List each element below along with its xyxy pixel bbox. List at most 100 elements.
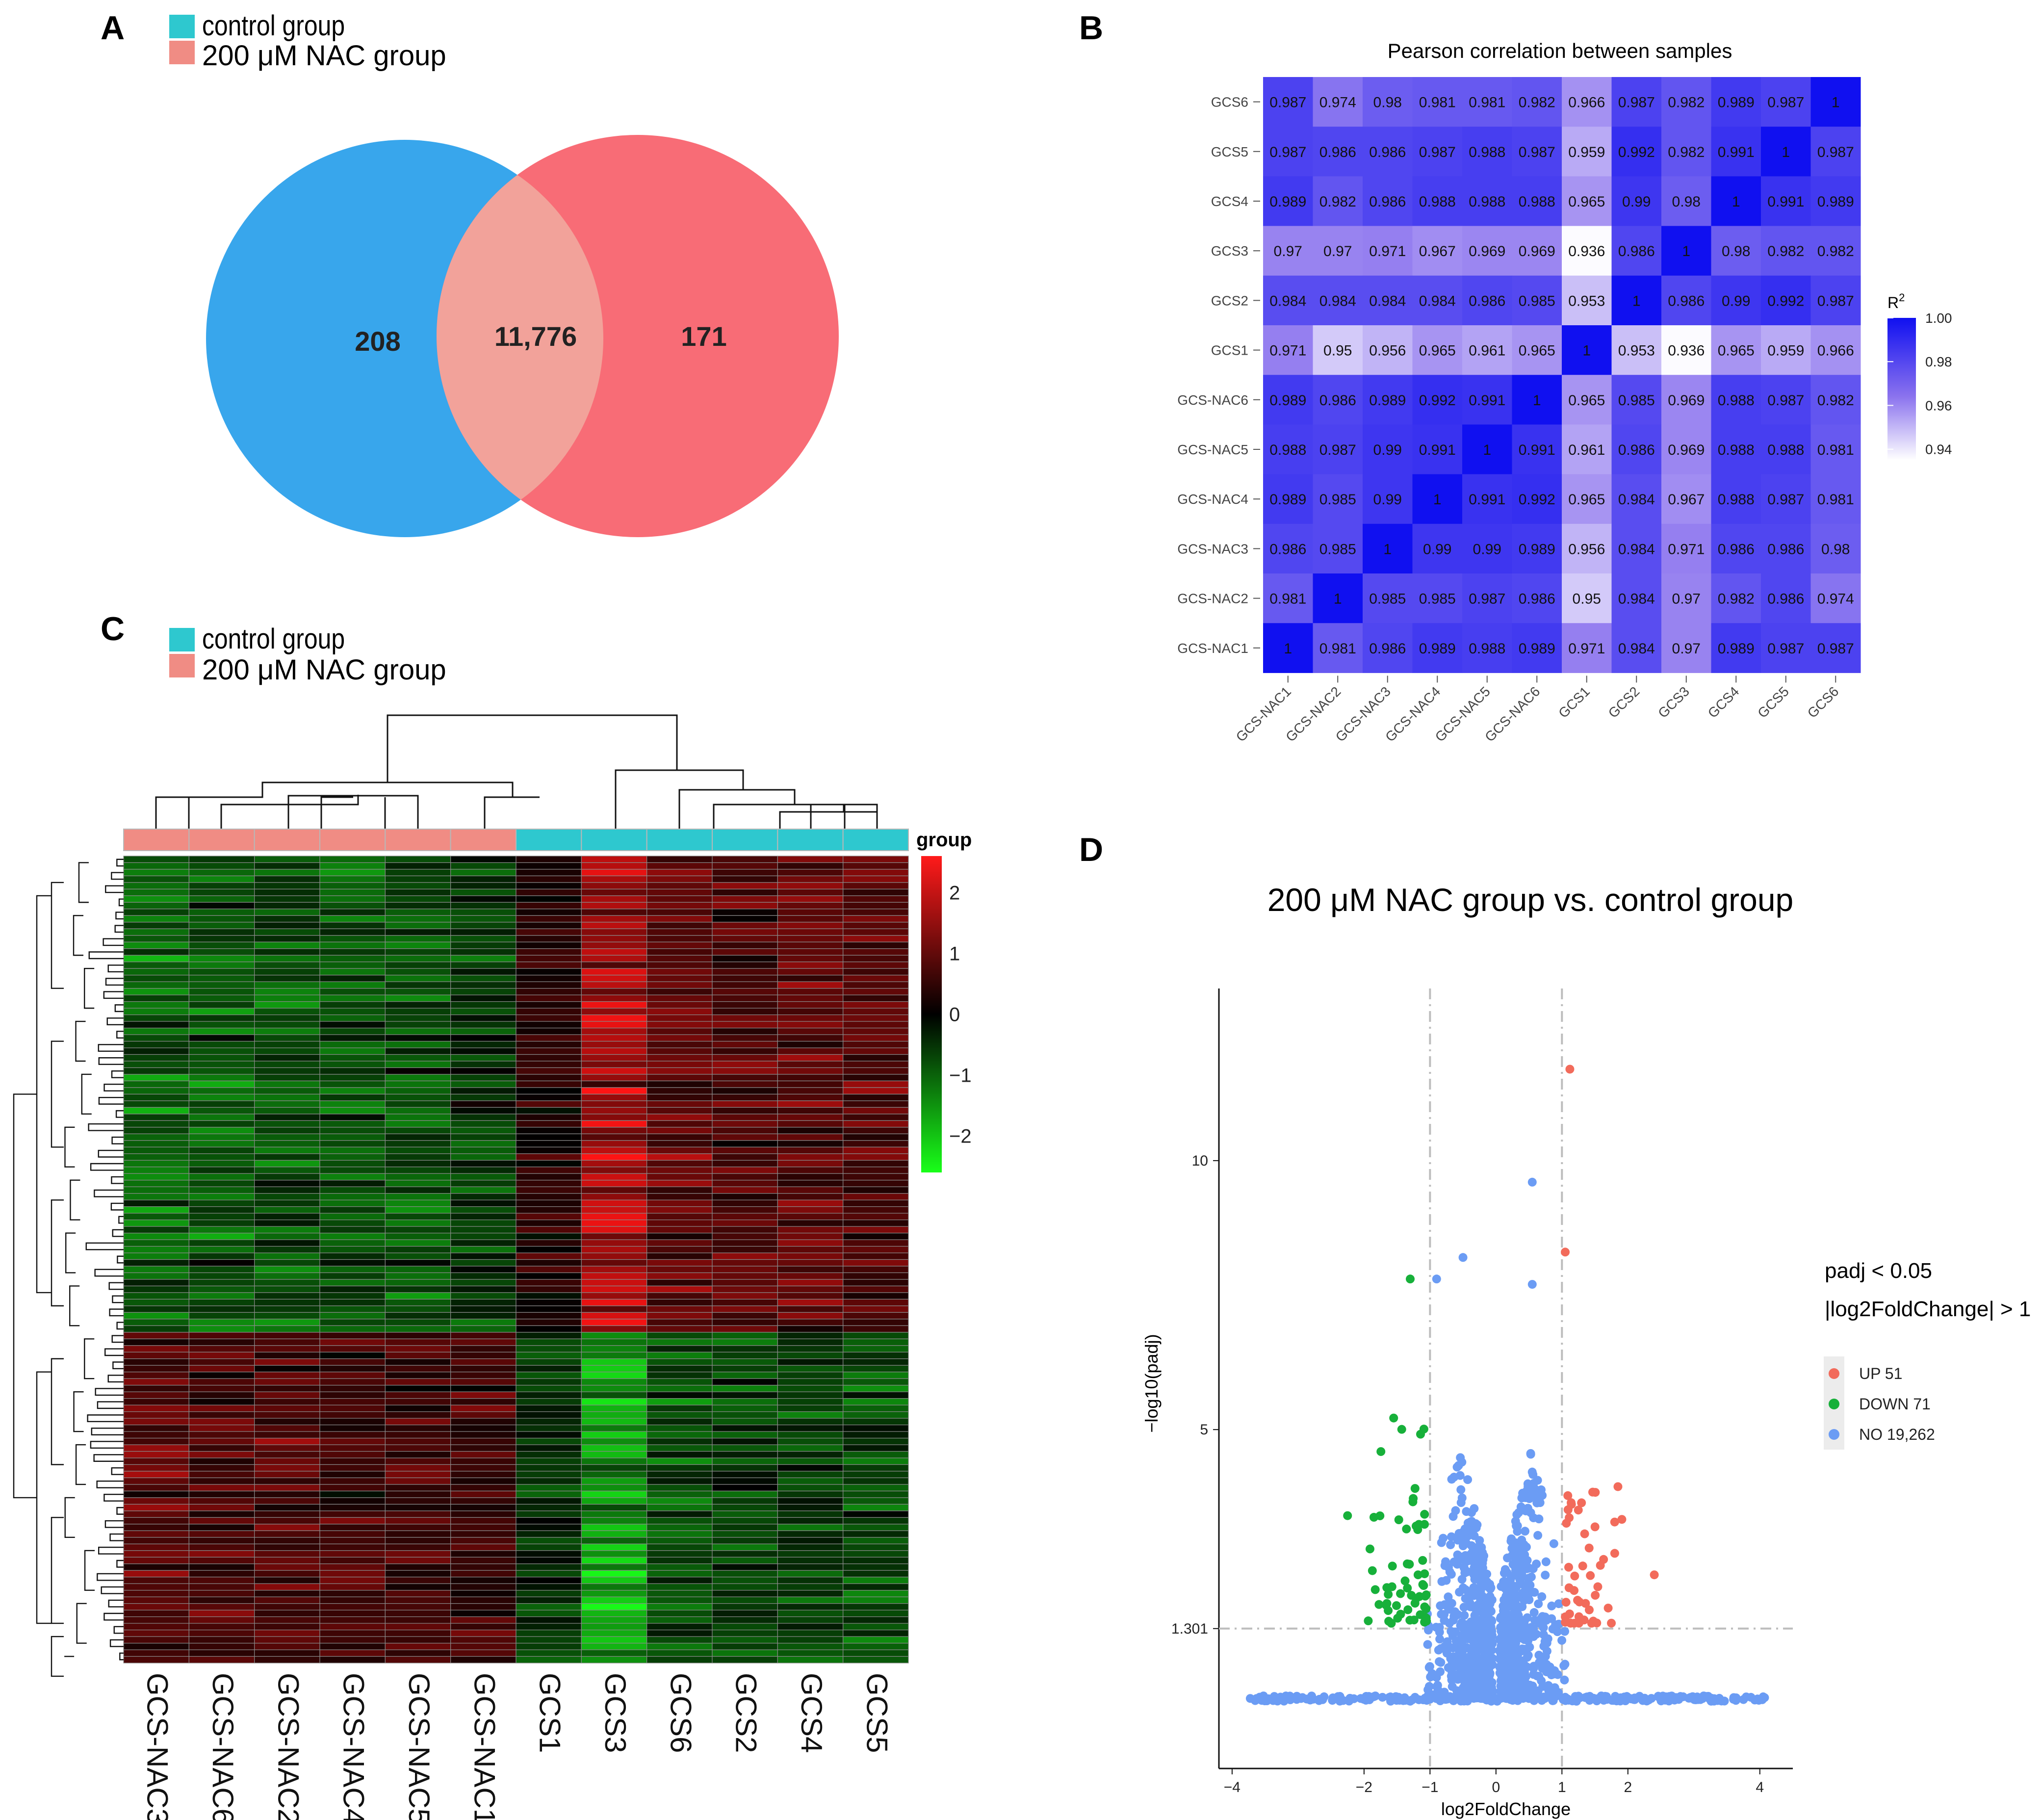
expression-cell [516, 1656, 582, 1664]
expression-cell [646, 1319, 713, 1326]
expression-cell [123, 1021, 189, 1029]
corr-value: 0.989 [1419, 641, 1456, 657]
row-dendrogram-leaf [98, 1057, 124, 1065]
volcano-point-no [1560, 1675, 1569, 1685]
expression-cell [712, 1246, 778, 1253]
expression-cell [385, 1398, 451, 1405]
expression-cell [843, 994, 909, 1002]
expression-cell [123, 1411, 189, 1419]
volcano-point-up [1580, 1529, 1589, 1538]
corr-value: 0.985 [1369, 591, 1406, 607]
corr-value: 0.984 [1269, 293, 1306, 309]
corr-cell [1761, 226, 1811, 276]
corr-value: 1 [1483, 442, 1491, 458]
expression-cell [254, 1114, 320, 1121]
corr-value: 0.988 [1269, 442, 1306, 458]
expression-cell [646, 1610, 713, 1617]
expression-cell [450, 1570, 517, 1578]
expression-cell [712, 1180, 778, 1187]
corr-cell [1313, 623, 1363, 673]
volcano-point-no [1537, 1592, 1547, 1601]
expression-cell [843, 1001, 909, 1009]
expression-cell [843, 1411, 909, 1419]
expression-cell [123, 1292, 189, 1300]
expression-cell [777, 1649, 844, 1657]
expression-cell [385, 1596, 451, 1604]
volcano-point-down [1402, 1524, 1411, 1534]
volcano-point-no [1470, 1563, 1479, 1572]
expression-cell [188, 1636, 255, 1644]
expression-cell [319, 1424, 386, 1432]
expression-cell [843, 1074, 909, 1082]
corr-cell [1363, 77, 1413, 127]
corr-value: 1 [1383, 541, 1392, 557]
corr-value: 0.97 [1672, 641, 1701, 657]
expression-cell [712, 1292, 778, 1300]
expression-cell [646, 1543, 713, 1551]
expression-cell [646, 1404, 713, 1412]
corr-cell [1462, 474, 1512, 524]
expression-cell [385, 988, 451, 995]
expression-cell [123, 1437, 189, 1445]
expression-cell [254, 941, 320, 949]
expression-cell [646, 1114, 713, 1121]
expression-cell [581, 1431, 647, 1439]
expression-cell [385, 1497, 451, 1505]
expression-cell [843, 1107, 909, 1115]
expression-cell [319, 1616, 386, 1624]
expression-cell [188, 1616, 255, 1624]
corr-value: 1 [1433, 492, 1442, 508]
corr-row-label: GCS-NAC6 [1177, 392, 1248, 408]
expression-cell [712, 1008, 778, 1015]
volcano-point-no [1542, 1646, 1551, 1656]
expression-cell [843, 1133, 909, 1141]
expression-cell [188, 1312, 255, 1320]
expression-cell [123, 1563, 189, 1571]
expression-cell [777, 1246, 844, 1253]
corr-value: 0.97 [1323, 243, 1352, 260]
row-dendrogram-leaf [109, 1533, 124, 1541]
corr-value: 0.984 [1618, 492, 1655, 508]
expression-cell [254, 856, 320, 863]
corr-value: 0.986 [1319, 144, 1356, 160]
expression-cell [581, 1080, 647, 1088]
expression-cell [450, 1444, 517, 1452]
volcano-point-down [1365, 1544, 1374, 1554]
expression-cell [581, 935, 647, 942]
volcano-point-no [1541, 1570, 1550, 1580]
expression-cell [712, 1603, 778, 1611]
volcano-point-no [1502, 1589, 1512, 1599]
volcano-x-tick-label: 4 [1756, 1779, 1764, 1795]
expression-cell [581, 941, 647, 949]
expression-cell [319, 1484, 386, 1492]
expression-cell [581, 1629, 647, 1637]
expression-cell [385, 1543, 451, 1551]
expression-cell [581, 1345, 647, 1352]
expression-cell [188, 1153, 255, 1161]
expression-cell [319, 1219, 386, 1227]
expression-cell [712, 895, 778, 903]
expression-cell [319, 882, 386, 890]
expression-cell [123, 1332, 189, 1339]
corr-cell [1412, 325, 1463, 375]
corr-value: 0.99 [1622, 194, 1651, 210]
colorbar-gradient [1887, 318, 1916, 460]
expression-cell [581, 1418, 647, 1426]
corr-cell [1412, 275, 1463, 326]
volcano-point-no [1433, 1686, 1443, 1695]
volcano-point-up [1577, 1498, 1586, 1508]
venn-count-right: 171 [681, 321, 726, 352]
expression-cell [450, 1398, 517, 1405]
expression-cell [777, 1418, 844, 1426]
expression-cell [712, 1530, 778, 1538]
expression-cell [450, 1590, 517, 1597]
expression-cell [254, 975, 320, 982]
expression-cell [385, 895, 451, 903]
corr-cell [1263, 127, 1313, 177]
expression-cell [516, 1570, 582, 1578]
expression-cell [188, 1140, 255, 1147]
volcano-point-no [1463, 1532, 1473, 1541]
expression-cell [385, 1484, 451, 1492]
expression-cell [843, 1332, 909, 1339]
expression-cell [646, 968, 713, 976]
